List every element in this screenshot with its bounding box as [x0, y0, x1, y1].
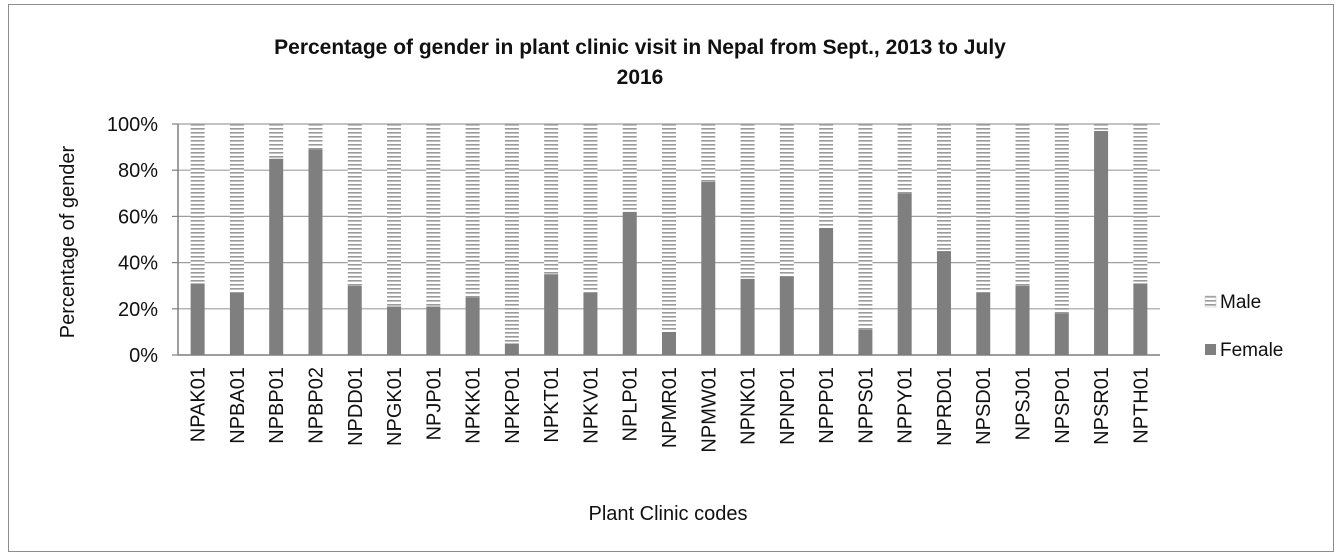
bar-female-npnp01	[779, 276, 794, 355]
bar-female-npbp02	[308, 149, 323, 355]
bar-male-npbp01	[269, 124, 284, 159]
bar-female-npbp01	[269, 158, 284, 355]
bar-male-npdd01	[347, 124, 362, 286]
legend-swatch-male	[1204, 295, 1217, 308]
bar-female-nprd01	[936, 251, 951, 355]
x-axis-ticks: NPAK01 NPBA01 NPBP01 NPBP02 NPDD01 NPGK01 NPJP…	[188, 367, 1153, 453]
x-tick-label: NPBP02	[305, 367, 327, 444]
x-tick-label: NPPY01	[895, 367, 917, 444]
y-tick-label: 40%	[118, 253, 158, 275]
x-tick-label: NPDD01	[345, 367, 367, 446]
bar-male-npps01	[858, 124, 873, 330]
bar-female-npsj01	[1015, 285, 1030, 355]
bar-female-nppy01	[897, 193, 912, 355]
bar-male-npkk01	[465, 124, 480, 298]
x-tick-label: NPRD01	[934, 367, 956, 446]
chart-title-line-2: 2016	[617, 66, 664, 89]
y-tick-label: 0%	[129, 345, 158, 367]
bar-male-nppy01	[897, 124, 912, 194]
legend-label-female: Female	[1220, 340, 1283, 361]
bar-female-nplp01	[622, 211, 637, 355]
x-tick-label: NPKK01	[463, 367, 485, 444]
bar-female-npba01	[229, 292, 244, 355]
x-tick-label: NPBP01	[266, 367, 288, 444]
bar-male-npak01	[190, 124, 205, 284]
x-tick-label: NPAK01	[188, 367, 210, 442]
bar-male-npsp01	[1054, 124, 1069, 314]
y-tick-label: 60%	[118, 206, 158, 228]
bar-male-npsr01	[1094, 124, 1109, 131]
bar-female-npnk01	[740, 278, 755, 355]
bar-female-npkt01	[544, 274, 559, 355]
bar-male-npkp01	[504, 124, 519, 344]
bar-male-npkt01	[544, 124, 559, 275]
bar-male-nplp01	[622, 124, 637, 212]
x-tick-label: NPKP01	[502, 367, 524, 444]
x-tick-label: NPSJ01	[1013, 367, 1035, 440]
x-tick-label: NPSR01	[1091, 367, 1113, 445]
bar-female-npkk01	[465, 297, 480, 355]
legend-label-male: Male	[1220, 292, 1261, 313]
bar-female-nppp01	[819, 227, 834, 355]
bar-female-npmw01	[701, 181, 716, 355]
x-tick-label: NPPP01	[816, 367, 838, 444]
bar-female-npps01	[858, 329, 873, 355]
bar-male-npgk01	[387, 124, 402, 307]
y-tick-label: 80%	[118, 160, 158, 182]
x-tick-label: NPBA01	[227, 367, 249, 444]
bar-male-npnp01	[779, 124, 794, 277]
x-tick-label: NPNK01	[738, 367, 760, 445]
x-tick-label: NPGK01	[384, 367, 406, 446]
x-tick-label: NPJP01	[423, 367, 445, 440]
y-tick-label: 20%	[118, 299, 158, 321]
bar-male-npth01	[1133, 124, 1148, 284]
bar-female-npsp01	[1054, 313, 1069, 355]
x-tick-label: NPMW01	[698, 367, 720, 453]
bar-female-npkp01	[504, 343, 519, 355]
bars	[190, 124, 1148, 355]
bar-male-npjp01	[426, 124, 441, 307]
x-tick-label: NPLP01	[620, 367, 642, 442]
bar-male-npsd01	[976, 124, 991, 293]
bar-male-npbp02	[308, 124, 323, 150]
x-axis-label: Plant Clinic codes	[589, 503, 748, 525]
bar-female-npdd01	[347, 285, 362, 355]
bar-male-nppp01	[819, 124, 834, 228]
bar-female-npsd01	[976, 292, 991, 355]
bar-male-npnk01	[740, 124, 755, 279]
bar-female-npjp01	[426, 306, 441, 355]
x-tick-label: NPNP01	[777, 367, 799, 445]
legend-swatch-female	[1205, 344, 1216, 355]
bar-male-nprd01	[936, 124, 951, 252]
x-tick-label: NPKV01	[580, 367, 602, 444]
bar-male-npkv01	[583, 124, 598, 293]
x-tick-label: NPMR01	[659, 367, 681, 448]
legend: Male Female	[1204, 292, 1283, 361]
bar-male-npmr01	[662, 124, 676, 332]
x-tick-label: NPSD01	[973, 367, 995, 445]
bar-female-npak01	[190, 283, 205, 355]
y-axis-label: Percentage of gender	[57, 145, 79, 338]
bar-male-npmw01	[701, 124, 716, 182]
y-tick-label: 100%	[107, 114, 158, 136]
x-tick-label: NPTH01	[1130, 367, 1152, 444]
x-tick-label: NPKT01	[541, 367, 563, 443]
x-tick-label: NPSP01	[1052, 367, 1074, 444]
chart-title-line-1: Percentage of gender in plant clinic vis…	[274, 36, 1006, 59]
bar-female-npsr01	[1094, 130, 1109, 355]
bar-female-npmr01	[662, 331, 676, 355]
x-tick-label: NPPS01	[855, 367, 877, 444]
bar-female-npth01	[1133, 283, 1148, 355]
bar-male-npba01	[229, 124, 244, 293]
y-axis-ticks: 0% 20% 40% 60% 80% 100%	[107, 114, 178, 367]
bar-male-npsj01	[1015, 124, 1030, 286]
bar-female-npgk01	[387, 306, 402, 355]
bar-female-npkv01	[583, 292, 598, 355]
